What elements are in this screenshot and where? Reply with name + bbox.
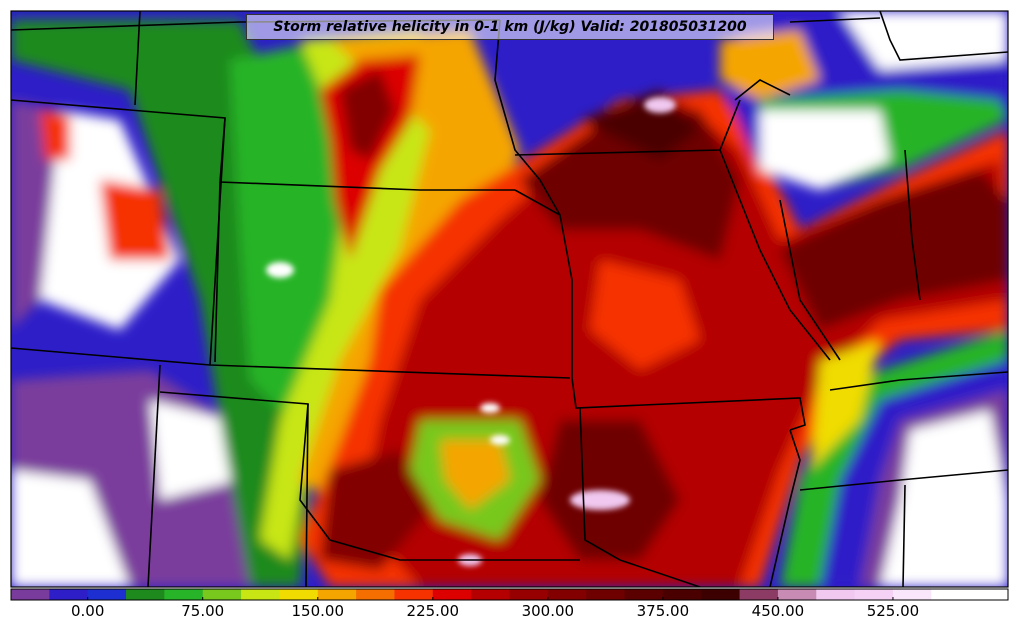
colorbar-swatch	[701, 589, 741, 600]
colorbar	[10, 588, 1009, 601]
colorbar-swatch	[662, 589, 702, 600]
colorbar-swatch	[816, 589, 856, 600]
colorbar-swatch	[432, 589, 472, 600]
state-boundaries	[11, 11, 1008, 587]
colorbar-swatch	[126, 589, 165, 600]
colorbar-tick-label: 225.00	[406, 602, 460, 620]
colorbar-swatch	[241, 589, 280, 600]
colorbar-swatch	[892, 589, 932, 600]
colorbar-swatch	[11, 589, 50, 600]
colorbar-tick-label: 0.00	[70, 602, 105, 620]
colorbar-swatch	[356, 589, 395, 600]
colorbar-tick-label: 525.00	[866, 602, 920, 620]
colorbar-swatch	[317, 589, 357, 600]
map-title: Storm relative helicity in 0-1 km (J/kg)…	[246, 14, 774, 40]
colorbar-swatch	[586, 589, 626, 600]
colorbar-tick-label: 300.00	[521, 602, 575, 620]
colorbar-swatch	[394, 589, 434, 600]
map-border	[10, 10, 1009, 588]
colorbar-swatch	[931, 589, 971, 600]
colorbar-border	[10, 588, 1009, 601]
colorbar-swatch	[777, 589, 817, 600]
colorbar-swatch	[87, 589, 127, 600]
colorbar-tick-label: 75.00	[181, 602, 225, 620]
helicity-field	[11, 11, 1008, 587]
colorbar-swatch	[969, 589, 1009, 600]
colorbar-swatch	[49, 589, 89, 600]
colorbar-swatch	[547, 589, 587, 600]
colorbar-swatch	[279, 589, 319, 600]
colorbar-swatch	[202, 589, 242, 600]
colorbar-swatch	[164, 589, 204, 600]
colorbar-swatch	[739, 589, 779, 600]
colorbar-swatch	[624, 589, 664, 600]
colorbar-tick-label: 450.00	[751, 602, 805, 620]
colorbar-tick-label: 150.00	[291, 602, 345, 620]
colorbar-swatch	[509, 589, 549, 600]
colorbar-swatch	[854, 589, 894, 600]
colorbar-swatch	[471, 589, 510, 600]
colorbar-tick-label: 375.00	[636, 602, 690, 620]
